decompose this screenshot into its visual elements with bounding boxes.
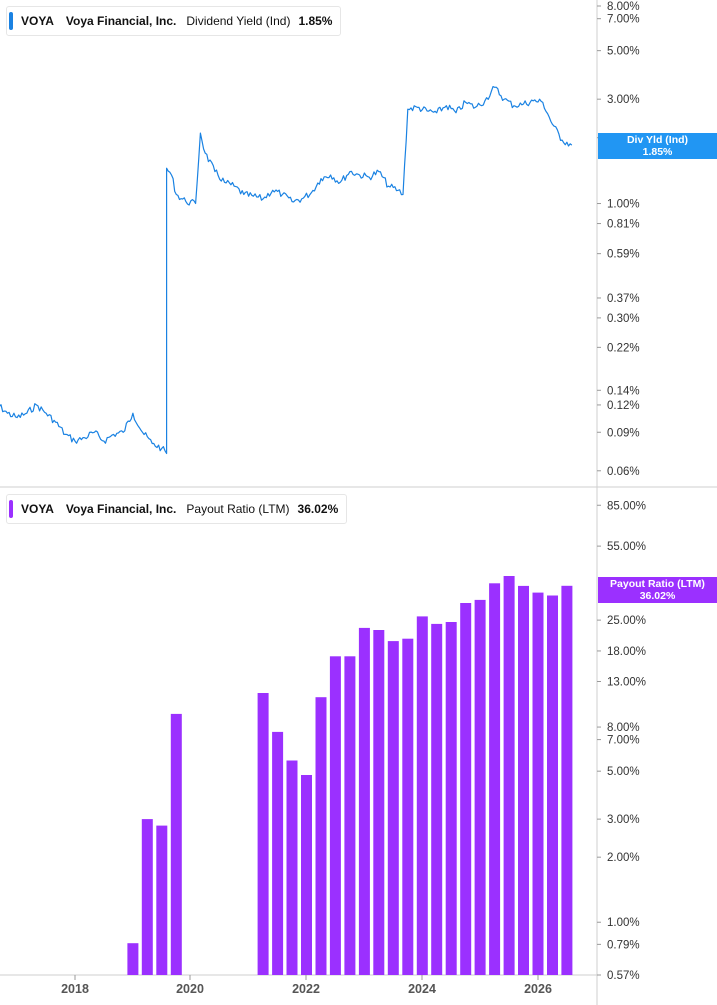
legend-payout-ratio: VOYA Voya Financial, Inc. Payout Ratio (…	[6, 494, 348, 524]
y-tick-label: 5.00%	[607, 46, 640, 58]
x-tick-label: 2026	[524, 982, 552, 996]
badge-value: 1.85%	[642, 146, 673, 158]
y-tick-label: 0.12%	[607, 400, 640, 412]
payout-bar	[518, 585, 529, 975]
y-tick-label: 13.00%	[607, 676, 646, 688]
y-tick-label: 3.00%	[607, 94, 640, 106]
x-tick-label: 2022	[292, 982, 320, 996]
payout-bar	[503, 576, 515, 975]
payout-bar	[547, 595, 558, 975]
y-tick-label: 0.09%	[607, 427, 640, 439]
legend-metric: Dividend Yield (Ind)	[186, 14, 291, 28]
y-tick-label: 0.79%	[607, 939, 640, 951]
x-tick-label: 2020	[176, 982, 204, 996]
y-tick-label: 0.81%	[607, 219, 640, 231]
payout-bar	[416, 616, 428, 975]
y-tick-label: 7.00%	[607, 735, 640, 747]
payout-bar	[402, 638, 414, 975]
y-tick-label: 2.00%	[607, 852, 640, 864]
y-tick-label: 85.00%	[607, 500, 646, 512]
payout-bar	[156, 825, 168, 975]
payout-bar	[170, 713, 182, 975]
y-tick-label: 25.00%	[607, 615, 646, 627]
x-tick-label: 2018	[61, 982, 89, 996]
payout-bar	[344, 656, 356, 975]
y-tick-label: 3.00%	[607, 814, 640, 826]
payout-bar	[489, 583, 501, 975]
y-tick-label: 0.57%	[607, 970, 640, 982]
y-tick-label: 0.37%	[607, 293, 640, 305]
payout-bar	[387, 641, 399, 975]
payout-bar	[532, 592, 544, 975]
payout-bar	[561, 585, 573, 975]
x-tick-label: 2024	[408, 982, 436, 996]
legend-metric: Payout Ratio (LTM)	[186, 502, 290, 516]
y-tick-label: 8.00%	[607, 1, 640, 13]
payout-bar	[460, 603, 472, 975]
payout-bar	[127, 943, 139, 975]
y-tick-label: 1.00%	[607, 917, 640, 929]
legend-value: 36.02%	[297, 502, 339, 516]
payout-bar	[315, 697, 327, 975]
y-tick-label: 7.00%	[607, 14, 640, 26]
badge-payout-ratio: Payout Ratio (LTM) 36.02%	[598, 577, 717, 603]
y-tick-label: 0.14%	[607, 385, 640, 397]
payout-bar	[272, 731, 284, 975]
payout-bar	[358, 627, 370, 975]
y-tick-label: 0.30%	[607, 313, 640, 325]
legend-company: Voya Financial, Inc.	[65, 502, 177, 516]
dividend-yield-line	[0, 86, 573, 455]
payout-bar	[141, 819, 153, 975]
legend-dividend-yield: VOYA Voya Financial, Inc. Dividend Yield…	[6, 6, 342, 36]
legend-swatch-yield	[9, 12, 13, 30]
payout-bar	[474, 599, 486, 975]
badge-label: Div Yld (Ind)	[626, 134, 689, 146]
y-tick-label: 0.59%	[607, 249, 640, 261]
y-tick-label: 55.00%	[607, 541, 646, 553]
y-tick-label: 5.00%	[607, 766, 640, 778]
badge-value: 36.02%	[639, 590, 676, 602]
payout-bar	[286, 760, 298, 975]
payout-bar	[445, 622, 457, 975]
payout-bar	[373, 630, 385, 975]
payout-bar	[301, 775, 312, 975]
payout-bar	[257, 693, 269, 975]
y-tick-label: 0.06%	[607, 466, 640, 478]
y-tick-label: 8.00%	[607, 722, 640, 734]
legend-ticker: VOYA	[21, 502, 54, 516]
payout-bar	[329, 656, 341, 975]
badge-label: Payout Ratio (LTM)	[610, 578, 705, 590]
badge-dividend-yield: Div Yld (Ind) 1.85%	[598, 133, 717, 159]
legend-ticker: VOYA	[21, 14, 54, 28]
payout-bar	[431, 623, 443, 975]
legend-swatch-payout	[9, 500, 13, 518]
y-tick-label: 1.00%	[607, 199, 640, 211]
legend-value: 1.85%	[298, 14, 333, 28]
y-tick-label: 18.00%	[607, 646, 646, 658]
y-tick-label: 0.22%	[607, 342, 640, 354]
legend-company: Voya Financial, Inc.	[65, 14, 177, 28]
